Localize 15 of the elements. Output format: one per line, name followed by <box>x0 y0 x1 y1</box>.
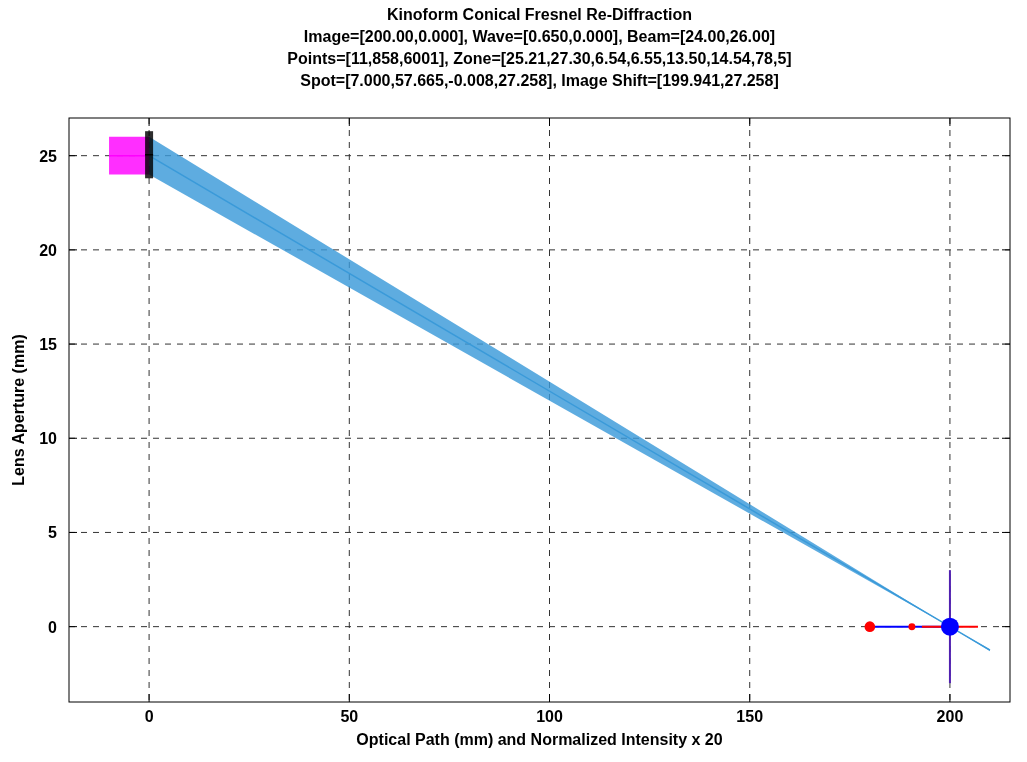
x-tick-label: 0 <box>144 708 154 725</box>
x-tick-label: 200 <box>936 708 964 725</box>
y-tick-label: 5 <box>48 524 58 542</box>
y-tick-label: 0 <box>48 618 58 636</box>
x-tick-label: 150 <box>736 708 764 725</box>
chart-title: Kinoform Conical Fresnel Re-Diffraction <box>387 6 692 23</box>
y-tick-label: 10 <box>39 430 58 448</box>
y-axis-title: Lens Aperture (mm) <box>10 334 27 486</box>
chart-subtitle: Image=[200.00,0.000], Wave=[0.650,0.000], Beam=[24.00,26.00] Points=[11,858,6001], Zone=[25.21,27.30,6.54,6.55,13.50,14.54,78,5] Spot=[7.000,57.665,-0.008,27.258], Image Shift=[199.941,27.258] <box>287 28 792 89</box>
x-tick-label: 100 <box>536 708 563 725</box>
y-tick-label: 25 <box>39 147 58 165</box>
y-tick-label: 15 <box>39 336 58 354</box>
x-axis-title: Optical Path (mm) and Normalized Intensity x 20 <box>356 731 723 748</box>
x-tick-label: 50 <box>340 708 359 725</box>
y-tick-label: 20 <box>39 241 58 259</box>
